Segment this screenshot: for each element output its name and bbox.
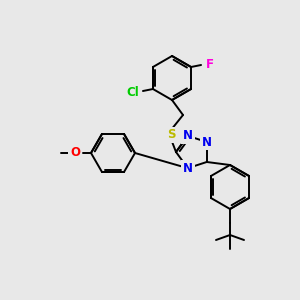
- Text: O: O: [70, 146, 80, 160]
- Text: F: F: [206, 58, 214, 70]
- Text: Cl: Cl: [127, 85, 139, 98]
- Text: S: S: [167, 128, 175, 142]
- Text: N: N: [183, 162, 193, 175]
- Text: N: N: [202, 136, 212, 148]
- Text: N: N: [183, 129, 193, 142]
